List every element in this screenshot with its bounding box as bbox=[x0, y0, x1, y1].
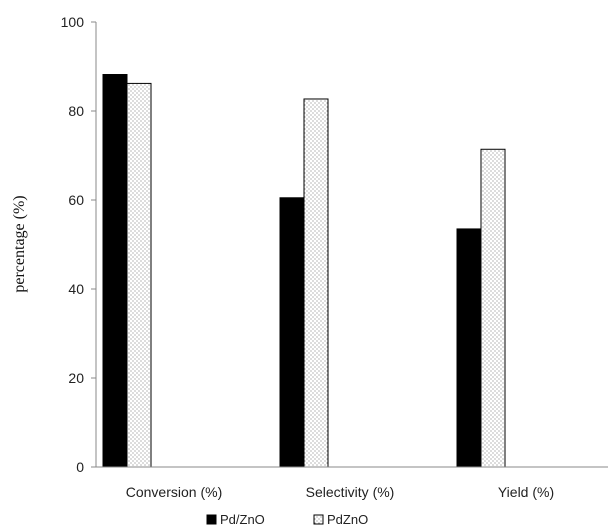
y-tick-label: 60 bbox=[68, 192, 84, 208]
bar-pdzno-0 bbox=[126, 82, 152, 468]
bars-group bbox=[102, 74, 506, 468]
x-category-label: Conversion (%) bbox=[126, 484, 222, 500]
legend-label-pdzno: PdZnO bbox=[327, 512, 368, 527]
bar-pdzno-2 bbox=[480, 148, 506, 468]
legend-swatch-pdzno bbox=[313, 514, 324, 525]
y-tick-label: 100 bbox=[61, 14, 85, 30]
y-tick-label: 0 bbox=[76, 459, 84, 475]
y-tick-label: 80 bbox=[68, 103, 84, 119]
y-axis: 0 20 40 60 80 100 bbox=[61, 14, 96, 475]
x-category-label: Selectivity (%) bbox=[306, 484, 395, 500]
bar-pd-zno-0 bbox=[102, 74, 128, 468]
legend-label-pd-zno: Pd/ZnO bbox=[220, 512, 265, 527]
x-category-label: Yield (%) bbox=[498, 484, 554, 500]
legend-swatch-pd-zno bbox=[206, 514, 217, 525]
axes bbox=[95, 22, 608, 468]
legend: Pd/ZnO PdZnO bbox=[206, 512, 368, 527]
bar-pd-zno-1 bbox=[279, 197, 305, 468]
x-axis: Conversion (%) Selectivity (%) Yield (%) bbox=[126, 484, 554, 500]
y-axis-label: percentage (%) bbox=[11, 195, 28, 292]
y-tick-label: 40 bbox=[68, 281, 84, 297]
bar-pd-zno-2 bbox=[456, 228, 482, 468]
bar-pdzno-1 bbox=[303, 98, 329, 468]
y-tick-label: 20 bbox=[68, 370, 84, 386]
